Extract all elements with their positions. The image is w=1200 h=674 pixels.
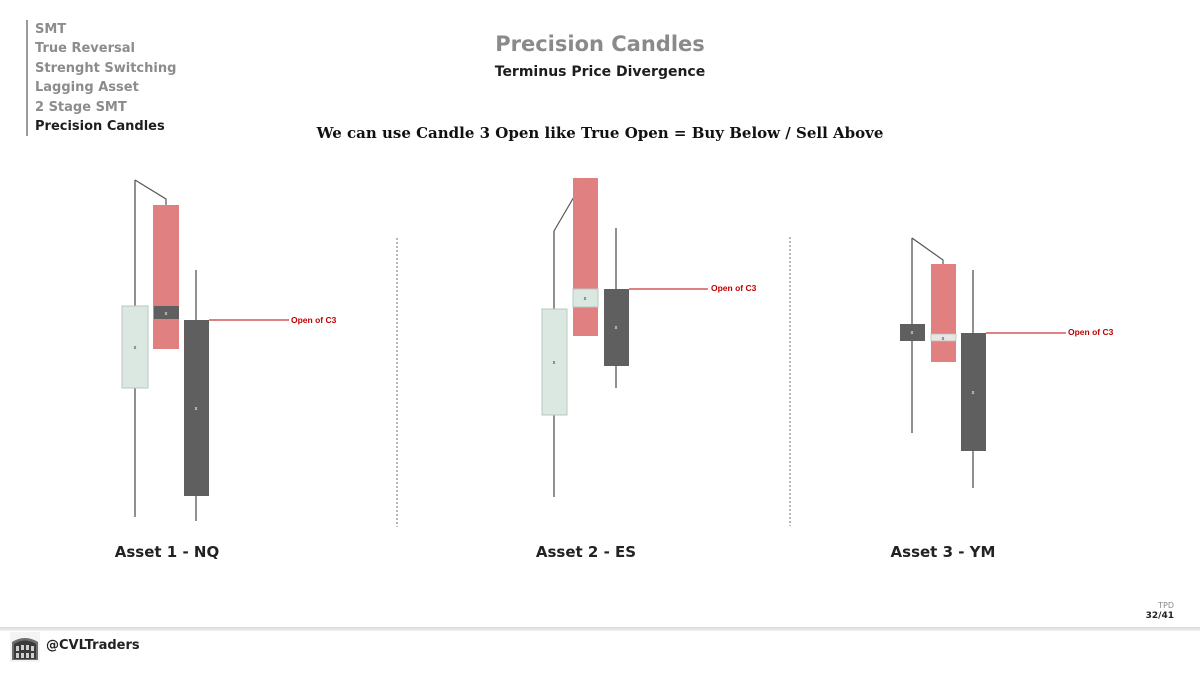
asset-3-c2-marker: [930, 333, 957, 342]
asset-3-connector: [911, 237, 944, 264]
tpd-label: TPD: [1158, 601, 1174, 610]
asset-1-c3-body: [184, 320, 209, 496]
asset-1-c1-body: [121, 305, 149, 389]
headline: We can use Candle 3 Open like True Open …: [316, 124, 884, 142]
asset-3-c3-body: [961, 333, 986, 451]
asset-2-c2-body: [573, 178, 598, 336]
asset-3-c1-dot: x: [911, 330, 914, 336]
asset-1-open-label: Open of C3: [291, 315, 337, 325]
footer-divider: [0, 627, 1200, 631]
nav-item-smt[interactable]: SMT: [35, 22, 67, 37]
asset-2-label: Asset 2 - ES: [535, 543, 637, 561]
asset-1-group: x x x Open of C3: [121, 179, 337, 521]
nav-item-lagging-asset[interactable]: Lagging Asset: [35, 80, 139, 96]
asset-2-c1-dot: x: [553, 360, 556, 366]
nav-item-2-stage-smt[interactable]: 2 Stage SMT: [35, 99, 127, 115]
colosseum-logo-icon: [10, 632, 40, 662]
section-nav: SMT True Reversal Strenght Switching Lag…: [26, 20, 177, 137]
asset-3-open-label: Open of C3: [1068, 327, 1114, 337]
asset-3-c2-marker-dot: x: [942, 336, 945, 342]
asset-2-c3-dot: x: [615, 325, 618, 331]
asset-2-c3-body: [604, 289, 629, 366]
nav-item-precision-candles[interactable]: Precision Candles: [35, 119, 165, 135]
nav-item-strength-switching[interactable]: Strenght Switching: [35, 60, 177, 76]
page-subtitle: Terminus Price Divergence: [494, 64, 706, 80]
asset-3-label: Asset 3 - YM: [890, 543, 996, 561]
asset-3-c1-body: [900, 324, 925, 341]
asset-1-label: Asset 1 - NQ: [114, 543, 220, 561]
asset-2-open-label: Open of C3: [711, 283, 757, 293]
asset-3-c3-dot: x: [972, 390, 975, 396]
asset-1-c1-dot: x: [134, 345, 137, 351]
asset-1-c2-marker: [154, 306, 179, 319]
footer-handle[interactable]: @CVLTraders: [46, 638, 140, 653]
asset-3-c2-body: [931, 264, 956, 362]
asset-2-group: x x x Open of C3: [541, 177, 757, 497]
asset-3-group: x x x Open of C3: [900, 237, 1114, 488]
asset-1-connector: [134, 179, 167, 205]
asset-2-c1-body: [541, 308, 568, 416]
asset-1-c2-marker-dot: x: [165, 311, 168, 317]
page-title: Precision Candles: [495, 32, 705, 56]
asset-2-c2-marker: [572, 288, 599, 308]
asset-1-c3-dot: x: [195, 406, 198, 412]
asset-1-c2-body: [153, 205, 179, 349]
page-number: 32/41: [1145, 611, 1174, 621]
asset-2-c2-marker-dot: x: [584, 296, 587, 302]
nav-item-true-reversal[interactable]: True Reversal: [35, 41, 135, 57]
candles-diagram: x x x Open of C3 x x x Open of C3: [121, 177, 1114, 527]
